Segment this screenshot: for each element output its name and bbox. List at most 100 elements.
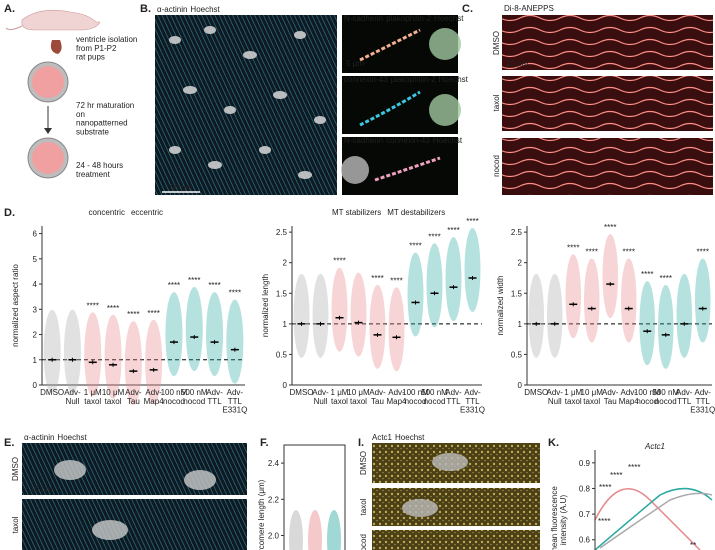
- x-tick-label: 100 nM nocod: [634, 388, 661, 406]
- y-axis-label: sarcomere length (μm): [257, 479, 266, 550]
- significance: ****: [409, 241, 421, 250]
- x-tick-label: DMSO: [290, 388, 314, 397]
- x-tick-label: Adv-TTL: [676, 388, 693, 406]
- stain-label: Hoechst: [434, 14, 464, 23]
- point-cloud: [312, 273, 329, 358]
- y-axis-label: normalized width: [496, 275, 505, 335]
- x-tick-label: 100 nM nocod: [161, 388, 188, 406]
- legend-entry: MT stabilizers: [332, 208, 381, 217]
- stain-label: Hoechst: [395, 433, 425, 442]
- significance: ****: [599, 483, 611, 492]
- significance: ****: [428, 232, 440, 241]
- legend-entry: concentric: [89, 208, 125, 217]
- y-tick-label: 2.5: [511, 228, 523, 237]
- panel-title: Di-8-ANEPPS: [504, 4, 554, 13]
- condition-label: taxol: [359, 498, 368, 515]
- point-cloud: [327, 510, 341, 550]
- y-tick-label: 6: [33, 230, 38, 239]
- significance: ****: [188, 276, 200, 285]
- condition-label: DMSO: [359, 451, 368, 475]
- x-tick-label: Adv-TTL: [445, 388, 462, 406]
- stain-label: Hoechst: [433, 136, 463, 145]
- point-cloud: [676, 273, 693, 358]
- y-axis-label: mean fluorescenceintensity (A.U): [550, 486, 568, 550]
- x-tick-label: DMSO: [40, 388, 64, 397]
- y-tick-label: 0: [518, 381, 523, 390]
- y-tick-label: 2: [518, 259, 523, 268]
- point-cloud: [602, 234, 619, 319]
- point-cloud: [293, 273, 310, 358]
- x-tick-label: DMSO: [524, 388, 548, 397]
- x-tick-label: Adv-TTL E331Q: [460, 388, 485, 415]
- point-cloud: [445, 237, 462, 322]
- rat-illustration: [5, 9, 101, 179]
- y-tick-label: 2.4: [268, 459, 280, 468]
- point-cloud: [694, 258, 711, 343]
- stain-label: α-actinin: [24, 433, 54, 442]
- point-cloud: [165, 292, 183, 377]
- x-tick-label: 500 nM nocod: [421, 388, 448, 406]
- y-tick-label: 1.5: [511, 289, 523, 298]
- point-cloud: [226, 299, 244, 384]
- y-tick-label: 2.2: [268, 495, 280, 504]
- x-tick-label: 10 μM taxol: [347, 388, 370, 406]
- stain-label: Hoechst: [439, 75, 469, 84]
- point-cloud: [185, 287, 203, 372]
- micrograph: [155, 15, 337, 195]
- y-axis-label: normalized aspect ratio: [11, 264, 20, 347]
- legend-entry: eccentric: [131, 208, 163, 217]
- significance: ****: [333, 257, 345, 266]
- point-cloud: [583, 258, 600, 343]
- panel-label: K.: [548, 437, 559, 449]
- panel-label: I.: [358, 437, 364, 449]
- panel-label: D.: [4, 207, 15, 219]
- x-tick-label: Adv-TTL E331Q: [690, 388, 715, 415]
- point-cloud: [426, 243, 443, 328]
- significance: ****: [390, 276, 402, 285]
- point-cloud: [289, 510, 303, 550]
- stain-label: connexin-43: [344, 75, 388, 84]
- significance: ****: [628, 463, 640, 472]
- x-tick-label: Adv-Tau: [369, 388, 386, 406]
- stain-label: N-cadherin: [344, 14, 383, 23]
- panel-label: B.: [140, 3, 151, 15]
- significance: ****: [586, 248, 598, 257]
- y-tick-label: 2.0: [268, 532, 280, 541]
- panel-title: Actc1: [644, 442, 665, 451]
- y-tick-label: 0: [283, 381, 288, 390]
- plot-frame: [283, 444, 346, 550]
- significance: ****: [147, 309, 159, 318]
- x-tick-label: Adv-Null: [312, 388, 329, 406]
- scale-label: 20 μm: [506, 59, 529, 68]
- x-tick-label: 10 μM taxol: [102, 388, 125, 406]
- point-cloud: [369, 284, 386, 369]
- point-cloud: [528, 273, 545, 358]
- condition-label: DMSO: [11, 457, 20, 481]
- x-tick-label: 500 nM nocod: [652, 388, 679, 406]
- significance: ****: [447, 226, 459, 235]
- significance: **: [690, 541, 696, 550]
- x-tick-label: 10 μM taxol: [581, 388, 604, 406]
- significance: ****: [168, 281, 180, 290]
- y-tick-label: 0.5: [276, 350, 288, 359]
- y-tick-label: 0.7: [579, 510, 591, 519]
- point-cloud: [43, 309, 61, 394]
- stain-label: N-cadherin: [344, 136, 383, 145]
- point-cloud: [63, 309, 81, 394]
- stain-label: Hoechst: [57, 433, 87, 442]
- condition-label: nocod: [492, 155, 501, 177]
- significance: ****: [598, 517, 610, 526]
- panel-label: E.: [4, 437, 14, 449]
- point-cloud: [388, 287, 405, 372]
- y-tick-label: 1: [33, 356, 38, 365]
- panel-label: C.: [462, 3, 473, 15]
- significance: ****: [87, 301, 99, 310]
- stain-label: Actc1: [372, 433, 393, 442]
- scale-label: 50 μm: [170, 183, 193, 192]
- point-cloud: [84, 312, 102, 397]
- x-tick-label: 1 μM taxol: [331, 388, 349, 406]
- scale-label: 5 μm: [346, 59, 364, 68]
- significance: ****: [229, 289, 241, 298]
- x-tick-label: Adv-Tau: [125, 388, 142, 406]
